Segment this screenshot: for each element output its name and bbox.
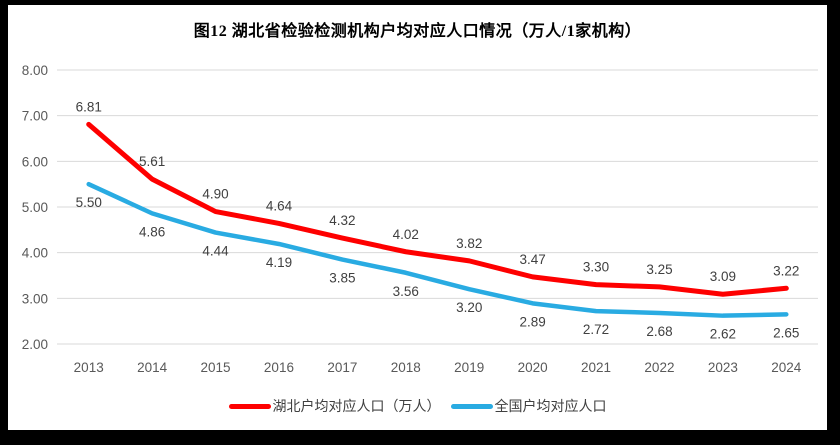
data-label: 4.64 bbox=[266, 198, 293, 213]
y-tick-label: 8.00 bbox=[22, 63, 48, 78]
x-tick-label: 2023 bbox=[708, 360, 738, 375]
data-label: 2.62 bbox=[710, 327, 736, 342]
series-line-0 bbox=[86, 121, 789, 297]
y-tick-label: 6.00 bbox=[22, 154, 48, 169]
data-label: 2.68 bbox=[646, 324, 672, 339]
x-tick-label: 2022 bbox=[644, 360, 674, 375]
data-label: 2.65 bbox=[773, 325, 799, 340]
x-tick-label: 2015 bbox=[201, 360, 231, 375]
x-tick-label: 2013 bbox=[74, 360, 104, 375]
data-label: 3.82 bbox=[456, 236, 482, 251]
x-tick-label: 2019 bbox=[454, 360, 484, 375]
data-label: 3.30 bbox=[583, 260, 609, 275]
data-label: 4.19 bbox=[266, 255, 292, 270]
data-label: 5.61 bbox=[139, 154, 165, 169]
line-chart-svg: 8.00 7.00 6.00 5.00 4.00 3.00 2.00 2013 2014 2015… bbox=[22, 63, 818, 375]
legend-label-hubei: 湖北户均对应人口（万人） bbox=[272, 398, 441, 414]
data-label: 2.72 bbox=[583, 322, 609, 337]
data-label: 4.44 bbox=[202, 244, 229, 259]
data-label: 3.85 bbox=[329, 271, 355, 286]
data-label: 3.20 bbox=[456, 300, 482, 315]
data-label: 4.86 bbox=[139, 224, 165, 239]
chart-legend: 湖北户均对应人口（万人） 全国户均对应人口 bbox=[8, 396, 827, 416]
x-tick-label: 2017 bbox=[327, 360, 357, 375]
data-label: 3.25 bbox=[646, 262, 672, 277]
legend-swatch-national bbox=[450, 403, 493, 409]
legend-label-national: 全国户均对应人口 bbox=[494, 398, 607, 414]
x-tick-label: 2024 bbox=[771, 360, 802, 375]
chart-canvas: 图12 湖北省检验检测机构户均对应人口情况（万人/1家机构） 8.00 7.00 6… bbox=[8, 5, 827, 430]
x-tick-label: 2020 bbox=[518, 360, 548, 375]
legend-item-hubei: 湖北户均对应人口（万人） bbox=[228, 396, 441, 416]
y-tick-label: 4.00 bbox=[22, 246, 48, 261]
y-tick-label: 7.00 bbox=[22, 109, 48, 124]
y-tick-label: 3.00 bbox=[22, 291, 48, 306]
legend-swatch-hubei bbox=[228, 403, 271, 409]
data-label: 3.47 bbox=[519, 252, 545, 267]
data-label: 3.56 bbox=[393, 284, 419, 299]
data-label: 2.89 bbox=[519, 314, 545, 329]
x-tick-label: 2018 bbox=[391, 360, 421, 375]
data-label: 4.90 bbox=[202, 187, 228, 202]
data-label: 3.09 bbox=[710, 269, 736, 284]
data-label: 6.81 bbox=[76, 99, 102, 114]
data-label: 3.22 bbox=[773, 263, 799, 278]
data-label: 4.02 bbox=[393, 227, 419, 242]
y-tick-label: 2.00 bbox=[22, 337, 48, 352]
y-tick-label: 5.00 bbox=[22, 200, 48, 215]
x-tick-label: 2014 bbox=[137, 360, 168, 375]
data-label: 5.50 bbox=[76, 195, 102, 210]
data-label: 4.32 bbox=[329, 213, 355, 228]
series-line-1 bbox=[86, 181, 789, 318]
legend-item-national: 全国户均对应人口 bbox=[450, 396, 607, 416]
x-tick-label: 2016 bbox=[264, 360, 294, 375]
x-tick-label: 2021 bbox=[581, 360, 611, 375]
chart-title: 图12 湖北省检验检测机构户均对应人口情况（万人/1家机构） bbox=[193, 23, 642, 40]
